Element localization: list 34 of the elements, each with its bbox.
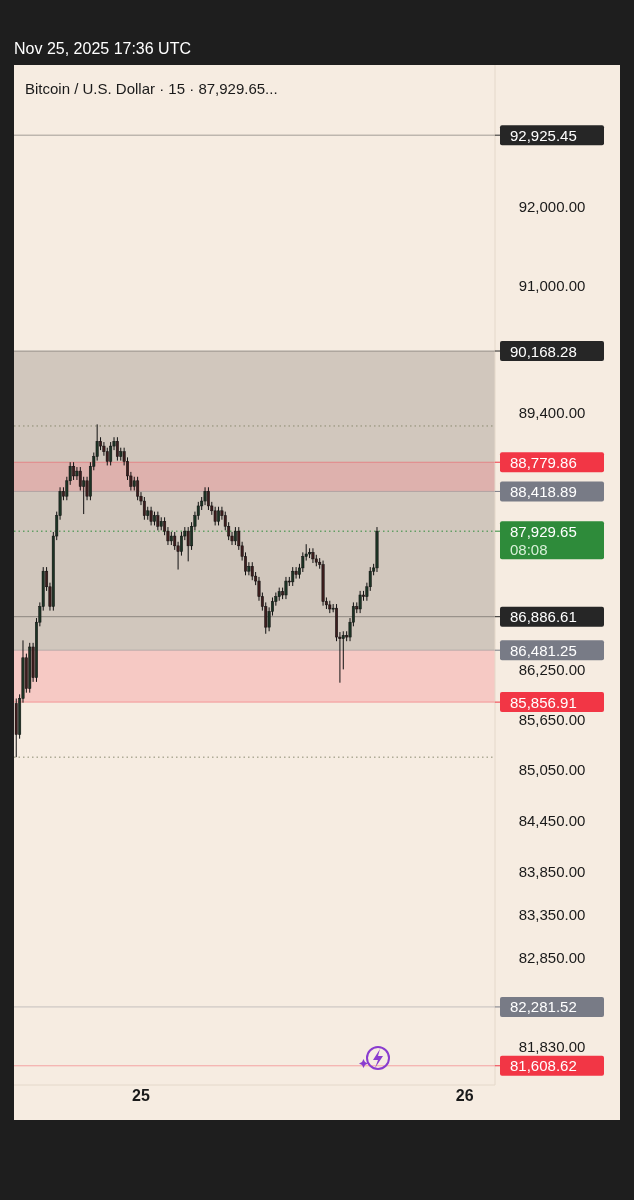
candlestick — [213, 506, 217, 526]
y-tick-label: 92,000.00 — [518, 198, 586, 216]
ref-line-label: 90,168.28 — [510, 342, 577, 360]
ref-line-label: 87,929.65 08:08 — [510, 522, 577, 558]
ref-line-label: 81,608.62 — [510, 1057, 577, 1075]
y-tick-label: 89,400.00 — [518, 403, 586, 421]
x-tick-label: 25 — [132, 1087, 150, 1104]
chart-subtitle: Nov 25, 2025 17:36 UTC — [14, 40, 191, 57]
y-tick-label: 82,850.00 — [518, 949, 586, 967]
candlestick — [250, 561, 254, 581]
candlestick — [115, 436, 119, 462]
y-tick-label: 85,050.00 — [518, 761, 586, 779]
ref-line-label: 82,281.52 — [510, 998, 577, 1016]
x-tick-label: 26 — [455, 1087, 474, 1104]
ref-line-label: 86,886.61 — [510, 608, 577, 626]
y-tick-label: 84,450.00 — [518, 812, 586, 830]
candlestick — [136, 476, 140, 501]
candlestick — [142, 496, 146, 521]
y-tick-label: 85,650.00 — [518, 710, 586, 728]
text: Bitcoin / U.S. Dollar · 15 · 87,929.65... — [25, 80, 278, 97]
ref-line-label: 86,481.25 — [510, 641, 577, 659]
y-tick-label: 81,830.00 — [518, 1037, 586, 1055]
candlestick — [291, 566, 295, 587]
y-tick-label: 83,850.00 — [518, 863, 586, 881]
ref-line-label: 88,779.86 — [510, 453, 577, 471]
ref-line-label: 85,856.91 — [510, 693, 577, 711]
ref-line-label: 92,925.45 — [510, 126, 577, 144]
y-tick-label: 91,000.00 — [518, 276, 586, 294]
y-tick-label: 86,250.00 — [518, 660, 586, 678]
candlestick — [294, 566, 298, 580]
candlestick — [109, 441, 113, 466]
ref-line-label: 88,418.89 — [510, 482, 577, 500]
y-tick-label: 83,350.00 — [518, 905, 586, 923]
candlestick — [217, 506, 220, 526]
